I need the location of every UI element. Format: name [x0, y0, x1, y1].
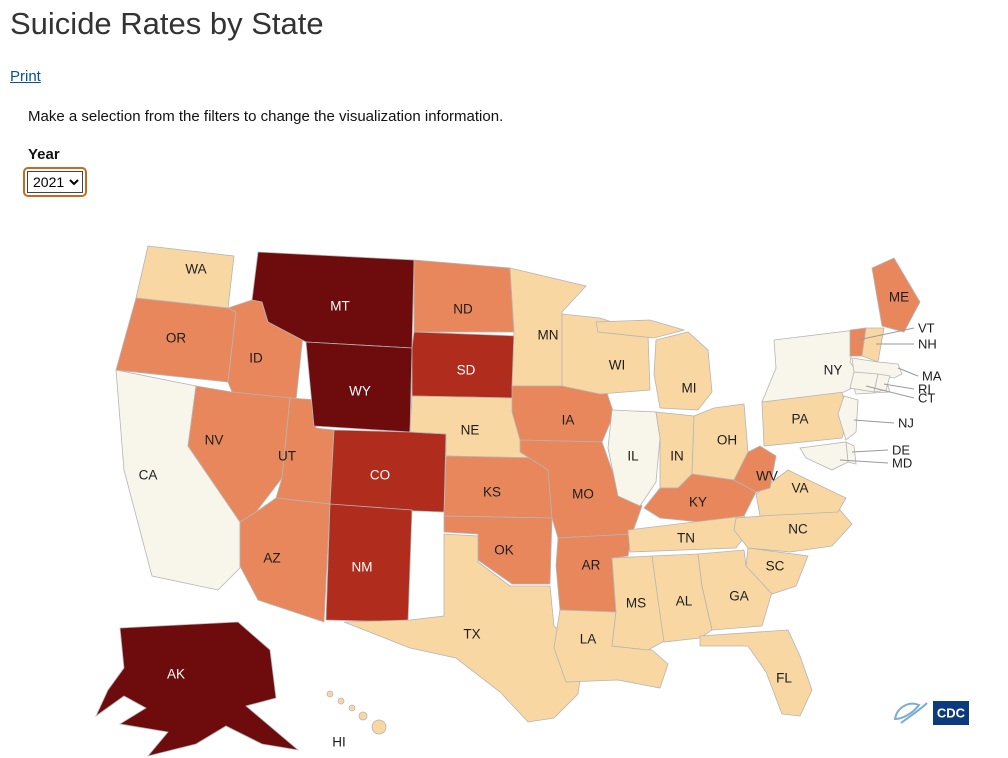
state-label-HI: HI	[332, 735, 346, 750]
state-label-MS: MS	[626, 596, 646, 611]
state-HI[interactable]	[326, 690, 387, 735]
state-label-AZ: AZ	[263, 551, 280, 566]
state-label-KS: KS	[483, 485, 501, 500]
instruction-text: Make a selection from the filters to cha…	[28, 108, 504, 125]
state-ND[interactable]	[413, 259, 515, 333]
state-label-LA: LA	[580, 632, 597, 647]
state-WA[interactable]	[135, 245, 235, 309]
state-MI[interactable]	[595, 319, 713, 411]
page-title: Suicide Rates by State	[10, 6, 324, 41]
state-label-PA: PA	[791, 412, 808, 427]
state-label-DE: DE	[892, 442, 910, 457]
state-label-AR: AR	[582, 558, 601, 573]
state-label-IA: IA	[562, 413, 575, 428]
header: Suicide Rates by State Print Make a sele…	[0, 0, 1008, 210]
state-label-OR: OR	[166, 331, 187, 346]
state-label-TX: TX	[463, 627, 480, 642]
state-FL[interactable]	[699, 629, 813, 717]
state-label-AL: AL	[676, 594, 693, 609]
state-label-MO: MO	[572, 487, 594, 502]
states-layer	[95, 245, 921, 757]
year-select[interactable]: 2021	[27, 171, 83, 193]
state-label-CO: CO	[370, 468, 390, 483]
state-label-IL: IL	[627, 449, 639, 464]
state-ME[interactable]	[871, 257, 921, 333]
state-label-NE: NE	[461, 423, 480, 438]
state-label-VT: VT	[918, 320, 935, 335]
state-label-MI: MI	[682, 381, 697, 396]
state-label-MD: MD	[892, 455, 912, 470]
print-link[interactable]: Print	[10, 68, 41, 85]
state-NJ[interactable]	[837, 395, 859, 441]
state-label-AK: AK	[167, 667, 185, 682]
state-label-WY: WY	[349, 384, 371, 399]
state-label-OK: OK	[494, 543, 514, 558]
state-AK[interactable]	[95, 621, 300, 757]
cdc-logo-box	[933, 701, 969, 725]
state-NV[interactable]	[187, 385, 291, 523]
leader-line-VT	[857, 327, 915, 341]
state-label-KY: KY	[689, 495, 707, 510]
state-NH[interactable]	[861, 327, 885, 363]
state-AZ[interactable]	[239, 497, 331, 623]
leader-line-NJ	[853, 419, 895, 424]
state-VA[interactable]	[755, 469, 847, 517]
state-label-NV: NV	[205, 433, 224, 448]
state-label-ND: ND	[453, 302, 473, 317]
state-label-FL: FL	[776, 671, 792, 686]
state-label-MT: MT	[330, 299, 350, 314]
state-label-SD: SD	[457, 363, 476, 378]
leader-line-DE	[851, 449, 889, 453]
year-select-focus-ring: 2021	[23, 167, 87, 197]
state-label-CA: CA	[139, 468, 158, 483]
state-labels-layer: WA OR CA ID NV UT AZ MT WY CO NM ND SD NE KS OK TX MN IA MO…	[139, 262, 942, 750]
leader-line-MD	[839, 459, 889, 464]
year-filter-label: Year	[28, 146, 60, 163]
state-OK[interactable]	[443, 515, 553, 585]
leader-line-RI	[883, 383, 915, 390]
state-label-IN: IN	[670, 449, 684, 464]
cdc-swoosh-icon	[893, 702, 921, 721]
state-label-CT: CT	[918, 390, 935, 405]
state-label-VA: VA	[791, 481, 808, 496]
state-label-MA: MA	[922, 368, 942, 383]
cdc-logo: CDC	[893, 701, 969, 725]
state-SC[interactable]	[745, 547, 809, 595]
state-label-GA: GA	[729, 589, 749, 604]
state-label-MN: MN	[538, 328, 559, 343]
cdc-logo-text: CDC	[937, 705, 966, 720]
leader-line-CT	[865, 385, 915, 399]
state-label-SC: SC	[766, 559, 785, 574]
state-label-NC: NC	[788, 522, 808, 537]
state-label-TN: TN	[677, 531, 695, 546]
state-label-WV: WV	[756, 469, 778, 484]
state-label-NM: NM	[352, 560, 373, 575]
state-label-ME: ME	[889, 290, 909, 305]
state-WV[interactable]	[733, 445, 777, 493]
state-NC[interactable]	[733, 509, 853, 553]
state-label-NH: NH	[918, 336, 937, 351]
state-label-UT: UT	[278, 449, 296, 464]
state-TX[interactable]	[343, 533, 585, 723]
state-label-NJ: NJ	[898, 415, 914, 430]
state-GA[interactable]	[697, 549, 773, 631]
state-MD[interactable]	[799, 441, 849, 471]
state-label-RI: RI	[918, 381, 931, 396]
state-label-ID: ID	[249, 351, 263, 366]
state-CT[interactable]	[849, 371, 879, 393]
state-label-OH: OH	[717, 433, 737, 448]
state-label-NY: NY	[824, 363, 843, 378]
leader-line-MA	[897, 367, 919, 377]
state-label-WI: WI	[609, 358, 626, 373]
cdc-swoosh-icon	[900, 702, 928, 724]
state-label-WA: WA	[185, 262, 206, 277]
